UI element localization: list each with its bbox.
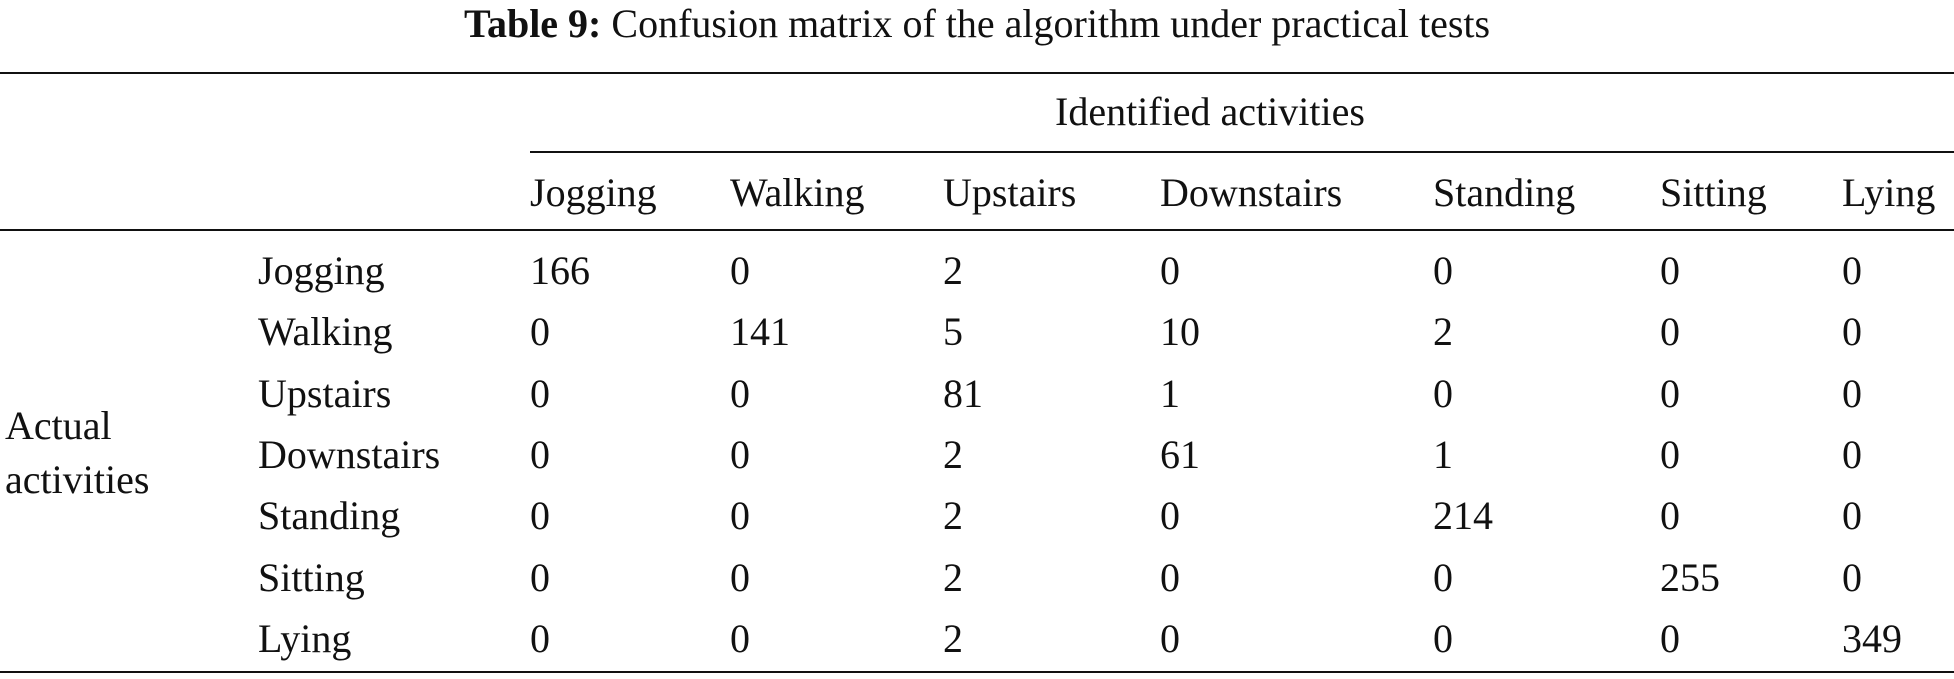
table-cell: 0 <box>1433 555 1453 600</box>
row-label: Downstairs <box>258 432 441 477</box>
table-cell: 0 <box>730 493 750 538</box>
table-cell: 61 <box>1160 432 1200 477</box>
table-cell: 5 <box>943 309 963 354</box>
table-cell: 0 <box>530 371 550 416</box>
table-cell: 1 <box>1160 371 1180 416</box>
table-cell: 0 <box>730 555 750 600</box>
table-caption: Table 9: Confusion matrix of the algorit… <box>0 0 1954 48</box>
row-label: Standing <box>258 493 401 538</box>
column-header-lying: Lying <box>1842 170 1936 215</box>
table-cell: 2 <box>943 616 963 661</box>
table-cell: 2 <box>1433 309 1453 354</box>
column-header-downstairs: Downstairs <box>1160 170 1343 215</box>
table-cell: 0 <box>730 248 750 293</box>
table-cell: 0 <box>1160 248 1180 293</box>
table-cell: 0 <box>1842 555 1862 600</box>
table-cell: 214 <box>1433 493 1493 538</box>
caption-label: Table 9: <box>463 1 602 46</box>
table-cell: 0 <box>730 371 750 416</box>
table-cell: 2 <box>943 432 963 477</box>
table-cell: 0 <box>1842 309 1862 354</box>
table-cell: 0 <box>1660 371 1680 416</box>
stub-label-line1: Actual <box>5 403 112 448</box>
table-cell: 255 <box>1660 555 1720 600</box>
table-cell: 0 <box>1660 493 1680 538</box>
table-cell: 0 <box>1160 616 1180 661</box>
table-cell: 2 <box>943 555 963 600</box>
table-cell: 1 <box>1433 432 1453 477</box>
row-label: Lying <box>258 616 352 661</box>
row-label: Upstairs <box>258 371 392 416</box>
bottom-rule <box>0 671 1954 673</box>
row-label: Jogging <box>258 248 385 293</box>
table-cell: 0 <box>1842 493 1862 538</box>
caption-text: Confusion matrix of the algorithm under … <box>611 1 1491 46</box>
table-cell: 349 <box>1842 616 1902 661</box>
table-cell: 0 <box>1433 371 1453 416</box>
row-label: Walking <box>258 309 393 354</box>
row-label: Sitting <box>258 555 365 600</box>
table-cell: 0 <box>1842 371 1862 416</box>
table-cell: 0 <box>1160 555 1180 600</box>
table-cell: 166 <box>530 248 590 293</box>
table-cell: 0 <box>1660 248 1680 293</box>
column-header-jogging: Jogging <box>530 170 657 215</box>
group-header-rule <box>530 151 1954 153</box>
column-header-sitting: Sitting <box>1660 170 1767 215</box>
table-cell: 2 <box>943 248 963 293</box>
column-header-walking: Walking <box>730 170 865 215</box>
table-cell: 0 <box>1160 493 1180 538</box>
table-cell: 0 <box>1842 248 1862 293</box>
table-cell: 2 <box>943 493 963 538</box>
column-header-upstairs: Upstairs <box>943 170 1077 215</box>
stub-label-line2: activities <box>5 457 150 502</box>
table-cell: 0 <box>530 309 550 354</box>
table-cell: 0 <box>1660 616 1680 661</box>
table-cell: 0 <box>730 616 750 661</box>
table-cell: 0 <box>530 432 550 477</box>
table-cell: 0 <box>1842 432 1862 477</box>
header-rule <box>0 229 1954 231</box>
table-cell: 0 <box>530 555 550 600</box>
table-cell: 0 <box>1433 616 1453 661</box>
table-cell: 0 <box>1433 248 1453 293</box>
table-cell: 0 <box>530 616 550 661</box>
group-header-identified: Identified activities <box>1055 89 1365 134</box>
column-header-standing: Standing <box>1433 170 1576 215</box>
table-cell: 0 <box>1660 432 1680 477</box>
table-cell: 141 <box>730 309 790 354</box>
table-cell: 0 <box>530 493 550 538</box>
table-cell: 0 <box>1660 309 1680 354</box>
table-cell: 0 <box>730 432 750 477</box>
table-cell: 10 <box>1160 309 1200 354</box>
top-rule <box>0 72 1954 74</box>
table-cell: 81 <box>943 371 983 416</box>
